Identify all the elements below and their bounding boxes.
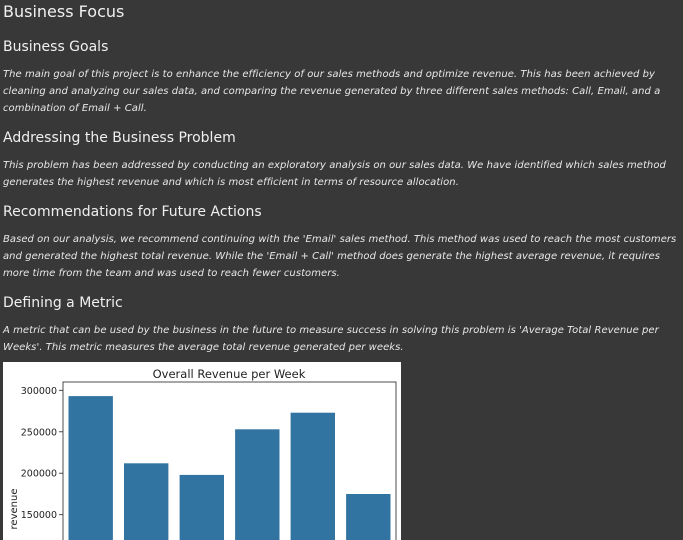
- paragraph-addressing-problem: This problem has been addressed by condu…: [3, 160, 666, 188]
- bar-2: [179, 474, 224, 540]
- plot-frame: [62, 381, 397, 540]
- page-title: Business Focus: [3, 2, 125, 21]
- heading-recommendations: Recommendations for Future Actions: [3, 204, 262, 220]
- y-tick-label-0: 150000: [21, 510, 57, 521]
- heading-business-goals: Business Goals: [3, 39, 109, 55]
- revenue-chart-svg: Overall Revenue per Week revenue 150000 2…: [9, 367, 397, 540]
- y-axis-label: revenue: [9, 489, 20, 530]
- y-tick-label-2: 250000: [21, 427, 57, 438]
- bar-4: [290, 412, 335, 540]
- chart-title: Overall Revenue per Week: [153, 367, 306, 381]
- revenue-chart: Overall Revenue per Week revenue 150000 2…: [3, 362, 401, 540]
- paragraph-recommendations: Based on our analysis, we recommend cont…: [3, 234, 677, 279]
- bar-5: [346, 494, 391, 540]
- bar-0: [68, 396, 113, 540]
- heading-addressing-problem: Addressing the Business Problem: [3, 130, 236, 146]
- y-ticks-group: 150000 200000 250000 300000: [21, 386, 63, 521]
- y-tick-label-1: 200000: [21, 469, 57, 480]
- bar-3: [235, 429, 280, 540]
- paragraph-business-goals: The main goal of this project is to enha…: [3, 69, 661, 114]
- bars-group: [68, 396, 391, 540]
- y-tick-label-3: 300000: [21, 386, 57, 397]
- paragraph-defining-metric: A metric that can be used by the busines…: [3, 325, 659, 353]
- bar-1: [124, 463, 169, 540]
- heading-defining-metric: Defining a Metric: [3, 295, 123, 311]
